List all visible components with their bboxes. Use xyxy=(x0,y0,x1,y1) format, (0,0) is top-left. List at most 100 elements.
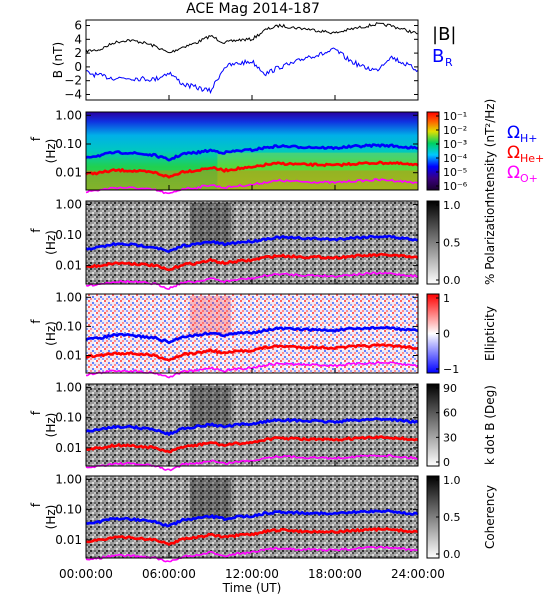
plot-frame xyxy=(85,19,419,101)
y-tick-label: 0.01 xyxy=(55,441,82,455)
x-tick-label: 24:00:00 xyxy=(391,567,445,581)
colorbar-tick-label: 90 xyxy=(443,382,457,395)
legend-b-total: |B| xyxy=(432,24,456,45)
line-h-plus xyxy=(85,509,419,528)
heatmap-region xyxy=(189,478,232,519)
panel-k-dot-b: 1.00 0.10 0.01 f (Hz) 90 60 30 0 k dot B (Deg) xyxy=(29,380,497,472)
heatmap-region xyxy=(189,386,232,427)
y-axis-label: f xyxy=(29,410,43,415)
colorbar-tick-label: 1.0 xyxy=(443,474,461,487)
legend-omega-o: Ω xyxy=(507,163,520,183)
colorbar-tick-label: 1 xyxy=(443,292,450,305)
colorbar: 1.0 0.5 0.0 Coherency xyxy=(426,474,497,561)
y-tick-label: 0.01 xyxy=(55,166,82,180)
y-axis-label: (Hz) xyxy=(44,413,58,438)
y-tick-label: 0.10 xyxy=(55,228,82,242)
colorbar: 10⁻¹10⁻²10⁻³10⁻⁴10⁻⁵10⁻⁶ Intensity (nT²/H… xyxy=(426,99,497,204)
y-tick-label: 1.00 xyxy=(55,197,82,211)
line-he-plus xyxy=(85,252,419,272)
line-he-plus xyxy=(86,343,419,362)
colorbar-tick-label: 30 xyxy=(443,431,457,444)
y-tick-label: 4 xyxy=(74,32,82,46)
colorbar-tick-label: 0.5 xyxy=(443,511,461,524)
legend-omega-o-subscript: O+ xyxy=(520,172,538,185)
colorbar-tick-label: 0.5 xyxy=(443,237,461,250)
y-axis-label: (Hz) xyxy=(44,321,58,346)
colorbar-tick-label: 1.0 xyxy=(443,199,461,212)
legend-gyrofrequency: Ω H+Ω He+Ω O+ xyxy=(507,123,544,185)
x-axis-label: Time (UT) xyxy=(222,581,282,595)
heatmap-region xyxy=(189,203,232,245)
y-axis-label: (Hz) xyxy=(44,505,58,530)
y-axis-label: B (nT) xyxy=(51,42,65,78)
colorbar: 90 60 30 0 k dot B (Deg) xyxy=(426,382,497,469)
x-tick-label: 06:00:00 xyxy=(142,567,196,581)
y-tick-label: 0.01 xyxy=(55,348,82,362)
panel-polarization: 1.00 0.10 0.01 f (Hz) 1.0 0.5 0.0 % Polarization xyxy=(29,197,497,290)
x-tick-label: 00:00:00 xyxy=(59,567,113,581)
colorbar-gradient xyxy=(426,383,440,467)
y-tick-label: 0.10 xyxy=(55,411,82,425)
series-line-b-r xyxy=(85,47,419,95)
line-he-plus xyxy=(85,435,419,454)
y-tick-label: 1.00 xyxy=(55,380,82,394)
legend-omega-he-subscript: He+ xyxy=(520,152,544,165)
panel-coherency: 1.00 0.10 0.01 f (Hz) 1.0 0.5 0.0 Coherency xyxy=(29,472,497,563)
legend-omega-he: Ω xyxy=(507,143,520,163)
x-tick-label: 18:00:00 xyxy=(308,567,362,581)
line-he-plus xyxy=(85,527,419,546)
y-tick-label: 1.00 xyxy=(55,472,82,486)
y-axis-label: f xyxy=(29,502,43,507)
panel-power-spectrum: 1.00 0.10 0.01 f (Hz) 10⁻¹10⁻²10⁻³10⁻⁴10⁻⁵10⁻… xyxy=(29,99,497,204)
panel-ellipticity: 1.00 0.10 0.01 f (Hz) 1 0 −1 Ellipticity xyxy=(29,290,497,379)
colorbar-tick-label: −1 xyxy=(443,363,459,376)
colorbar-tick-label: 0.0 xyxy=(443,274,461,287)
y-tick-label: 0.10 xyxy=(55,503,82,517)
line-o-plus xyxy=(85,271,419,290)
line-h-plus xyxy=(85,143,419,162)
y-tick-label: 0.01 xyxy=(55,533,82,547)
colorbar: 1.0 0.5 0.0 % Polarization xyxy=(426,199,497,287)
colorbar-label: Ellipticity xyxy=(483,306,497,361)
y-tick-label: −2 xyxy=(64,74,82,88)
heatmap-region xyxy=(189,296,232,336)
line-he-plus xyxy=(85,160,419,179)
colorbar-tick-label: 0 xyxy=(443,456,450,469)
y-tick-label: −4 xyxy=(64,87,82,101)
y-tick-label: 0.10 xyxy=(55,319,82,333)
colorbar-label: Intensity (nT²/Hz) xyxy=(483,99,497,204)
line-h-plus xyxy=(85,417,419,436)
colorbar-tick-label: 60 xyxy=(443,407,457,420)
y-tick-label: 0.10 xyxy=(55,137,82,151)
colorbar-tick-label: 0.0 xyxy=(443,548,461,561)
legend-omega-h: Ω xyxy=(507,123,520,143)
y-tick-label: 0 xyxy=(74,60,82,74)
y-tick-label: 1.00 xyxy=(55,290,82,304)
legend-magnetic: |B|B R xyxy=(432,24,456,69)
y-axis-label: (Hz) xyxy=(44,139,58,164)
legend-omega-h-subscript: H+ xyxy=(520,132,538,145)
line-h-plus xyxy=(85,234,419,253)
colorbar-label: k dot B (Deg) xyxy=(483,385,497,465)
colorbar-tick-label: 10⁻² xyxy=(443,124,467,137)
colorbar-tick-label: 0 xyxy=(443,328,450,341)
y-tick-label: 6 xyxy=(74,19,82,33)
legend-b-r-subscript: R xyxy=(445,56,453,69)
colorbar-tick-label: 10⁻³ xyxy=(443,138,467,151)
colorbar-tick-label: 10⁻⁶ xyxy=(443,180,468,193)
figure-title: ACE Mag 2014-187 xyxy=(186,1,320,17)
colorbar-tick-label: 10⁻⁴ xyxy=(443,152,468,165)
colorbar-gradient xyxy=(426,111,440,191)
line-o-plus xyxy=(85,545,419,563)
y-tick-label: 0.01 xyxy=(55,259,82,273)
colorbar-label: Coherency xyxy=(483,485,497,549)
line-o-plus xyxy=(85,454,419,472)
y-axis-label: f xyxy=(29,319,43,324)
colorbar-tick-label: 10⁻¹ xyxy=(443,110,467,123)
y-axis-label: (Hz) xyxy=(44,230,58,255)
colorbar-label: % Polarization xyxy=(483,200,497,285)
colorbar-tick-label: 10⁻⁵ xyxy=(443,166,467,179)
x-tick-label: 12:00:00 xyxy=(225,567,279,581)
